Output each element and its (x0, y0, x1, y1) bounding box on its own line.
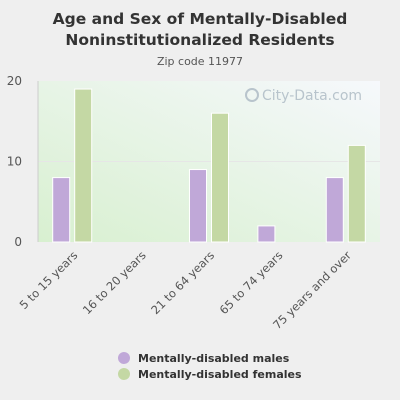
bar-males (189, 169, 207, 243)
legend-swatch-females (118, 368, 130, 380)
legend-item-females: Mentally-disabled females (118, 366, 302, 382)
x-tick-label: 5 to 15 years (17, 248, 81, 312)
bar-males (257, 225, 276, 243)
legend-label-females: Mentally-disabled females (138, 367, 302, 381)
bar-females (74, 88, 93, 243)
legend: Mentally-disabled males Mentally-disable… (118, 350, 302, 382)
legend-item-males: Mentally-disabled males (118, 350, 302, 366)
x-tick-label: 16 to 20 years (80, 248, 149, 317)
watermark-icon (245, 88, 259, 102)
bar-males (52, 177, 71, 243)
legend-swatch-males (118, 352, 130, 364)
bars (52, 88, 366, 243)
x-tick-label: 65 to 74 years (217, 248, 286, 317)
bar-females (211, 112, 229, 243)
watermark: City-Data.com (245, 88, 362, 104)
watermark-text: City-Data.com (262, 88, 362, 104)
chart-title: Age and Sex of Mentally-Disabled Noninsti… (52, 10, 348, 49)
y-axis: 0 10 20 (7, 74, 39, 249)
bar-males (325, 177, 344, 243)
y-tick-label: 10 (7, 155, 22, 169)
chart-subtitle: Zip code 11977 (156, 55, 244, 68)
y-tick-label: 0 (14, 235, 22, 249)
bar-females (347, 144, 366, 243)
legend-label-males: Mentally-disabled males (138, 351, 290, 365)
x-axis: 5 to 15 years 16 to 20 years 21 to 64 year… (17, 248, 355, 332)
x-tick-label: 21 to 64 years (148, 248, 217, 317)
y-tick-label: 20 (7, 74, 22, 88)
